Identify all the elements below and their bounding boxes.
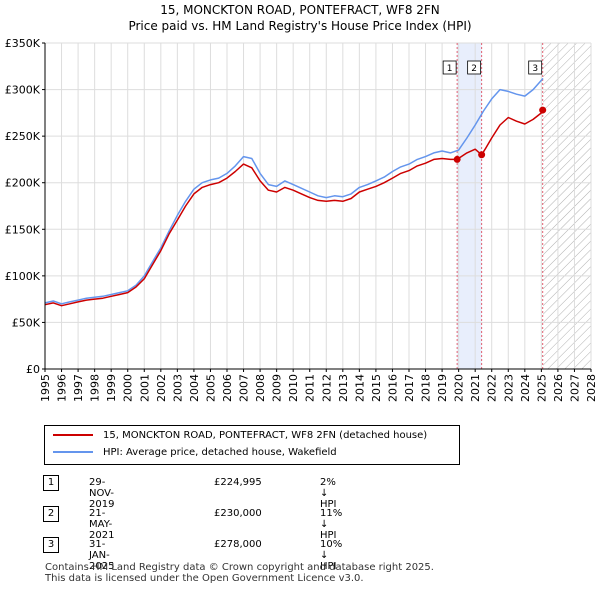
x-tick-label: 2016 (386, 374, 399, 402)
legend-item-hpi: HPI: Average price, detached house, Wake… (53, 445, 337, 461)
y-tick-label: £350K (5, 37, 41, 50)
transaction-hpi-diff: 10% ↓ HPI (320, 539, 343, 572)
chart-title: 15, MONCKTON ROAD, PONTEFRACT, WF8 2FN (160, 3, 440, 17)
chart-legend: 15, MONCKTON ROAD, PONTEFRACT, WF8 2FN (… (44, 425, 460, 465)
future-hatch-area (543, 43, 591, 369)
x-tick-label: 2004 (188, 374, 201, 402)
footer-copyright: Contains HM Land Registry data © Crown c… (45, 562, 434, 573)
x-tick-label: 2013 (337, 374, 350, 402)
y-tick-label: £200K (5, 177, 41, 190)
footer-licence: This data is licensed under the Open Gov… (45, 573, 364, 584)
transaction-date: 21-MAY-2021 (89, 508, 115, 541)
price-chart: 1 2 3 £0 £50K £100K £150K £200K £250K £300K £350K… (5, 37, 598, 402)
legend-swatch-hpi (53, 451, 93, 453)
legend-swatch-property (53, 434, 93, 436)
x-tick-label: 2014 (353, 374, 366, 402)
x-tick-label: 1998 (89, 374, 102, 402)
transaction-price: £278,000 (214, 539, 262, 550)
chart-subtitle: Price paid vs. HM Land Registry's House … (128, 19, 472, 33)
transaction-number: 2 (43, 506, 59, 522)
x-tick-label: 2012 (320, 374, 333, 402)
legend-item-property: 15, MONCKTON ROAD, PONTEFRACT, WF8 2FN (… (53, 428, 427, 444)
transaction-number: 3 (43, 537, 59, 553)
x-tick-label: 2024 (519, 374, 532, 402)
sale-point (539, 106, 547, 114)
sale-number-label: 3 (532, 64, 538, 74)
x-tick-label: 2015 (370, 374, 383, 402)
legend-label-property: 15, MONCKTON ROAD, PONTEFRACT, WF8 2FN (… (103, 430, 428, 441)
y-tick-label: £0 (26, 363, 40, 376)
x-tick-label: 2007 (238, 374, 251, 402)
x-tick-label: 1997 (72, 374, 85, 402)
transaction-price: £224,995 (214, 477, 262, 488)
x-tick-label: 1996 (56, 374, 69, 402)
transaction-hpi-diff: 2% ↓ HPI (320, 477, 337, 510)
x-tick-label: 2000 (122, 374, 135, 402)
x-tick-label: 2002 (155, 374, 168, 402)
legend-label-hpi: HPI: Average price, detached house, Wake… (103, 447, 337, 458)
x-tick-label: 2003 (171, 374, 184, 402)
x-tick-label: 2008 (254, 374, 267, 402)
x-tick-label: 2023 (502, 374, 515, 402)
x-tick-label: 2021 (469, 374, 482, 402)
x-tick-label: 1999 (105, 374, 118, 402)
sale-point (453, 155, 461, 163)
transaction-number: 1 (43, 475, 59, 491)
sale-number-label: 1 (447, 64, 453, 74)
x-tick-label: 2005 (204, 374, 217, 402)
property-price-line (44, 109, 544, 307)
transaction-price: £230,000 (214, 508, 262, 519)
x-tick-label: 2028 (585, 374, 598, 402)
transaction-date: 31-JAN-2025 (89, 539, 115, 572)
y-tick-label: £100K (5, 270, 41, 283)
x-tick-label: 2022 (486, 374, 499, 402)
sale-number-box (467, 60, 482, 75)
x-tick-label: 2027 (568, 374, 581, 402)
x-tick-label: 2026 (552, 374, 565, 402)
sale-number-box (528, 60, 543, 75)
x-tick-label: 2018 (420, 374, 433, 402)
hpi-line (44, 77, 544, 305)
y-tick-label: £150K (5, 223, 41, 236)
y-tick-label: £300K (5, 84, 41, 97)
x-tick-label: 2010 (287, 374, 300, 402)
x-tick-label: 2017 (403, 374, 416, 402)
y-tick-label: £250K (5, 130, 41, 143)
x-tick-label: 1995 (39, 374, 52, 402)
sale-point (478, 151, 486, 159)
plot-background (45, 43, 591, 369)
transaction-hpi-diff: 11% ↓ HPI (320, 508, 343, 541)
sale-number-box (442, 60, 457, 75)
x-tick-label: 2009 (271, 374, 284, 402)
sale-span-shade (457, 43, 482, 369)
x-tick-label: 2025 (535, 374, 548, 402)
y-tick-label: £50K (12, 316, 41, 329)
x-tick-label: 2020 (453, 374, 466, 402)
transaction-date: 29-NOV-2019 (89, 477, 115, 510)
x-tick-label: 2006 (221, 374, 234, 402)
x-tick-label: 2001 (138, 374, 151, 402)
x-tick-label: 2019 (436, 374, 449, 402)
sale-number-label: 2 (471, 64, 477, 74)
x-tick-label: 2011 (304, 374, 317, 402)
